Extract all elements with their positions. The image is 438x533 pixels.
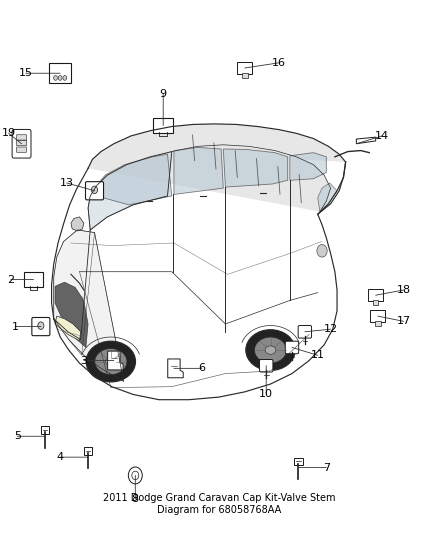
Text: 2011 Dodge Grand Caravan Cap Kit-Valve Stem
Diagram for 68058768AA: 2011 Dodge Grand Caravan Cap Kit-Valve S… (103, 493, 335, 515)
Circle shape (58, 76, 62, 80)
Circle shape (53, 76, 57, 80)
Polygon shape (97, 154, 172, 205)
Circle shape (132, 471, 139, 480)
FancyBboxPatch shape (298, 326, 311, 338)
Circle shape (63, 76, 67, 80)
FancyBboxPatch shape (373, 300, 378, 305)
Text: 1: 1 (12, 321, 18, 332)
Circle shape (317, 245, 327, 257)
Text: 16: 16 (272, 58, 286, 68)
Polygon shape (174, 148, 223, 195)
Text: 4: 4 (57, 452, 64, 462)
FancyBboxPatch shape (41, 426, 49, 434)
FancyBboxPatch shape (294, 458, 303, 465)
Polygon shape (290, 152, 326, 180)
Text: 19: 19 (2, 128, 16, 138)
FancyBboxPatch shape (375, 321, 381, 326)
Ellipse shape (246, 330, 295, 370)
Polygon shape (88, 124, 346, 212)
Text: 6: 6 (198, 364, 205, 373)
FancyBboxPatch shape (32, 318, 50, 336)
Text: 2: 2 (7, 274, 14, 285)
FancyBboxPatch shape (49, 63, 71, 83)
Ellipse shape (95, 349, 127, 375)
Polygon shape (54, 230, 124, 382)
FancyBboxPatch shape (368, 289, 383, 301)
FancyBboxPatch shape (285, 341, 299, 354)
FancyBboxPatch shape (84, 447, 92, 455)
Text: 13: 13 (60, 178, 74, 188)
FancyBboxPatch shape (153, 118, 173, 133)
Polygon shape (357, 137, 376, 144)
Circle shape (38, 322, 44, 329)
Polygon shape (318, 183, 337, 212)
Text: 9: 9 (159, 89, 167, 99)
Ellipse shape (265, 346, 276, 354)
Circle shape (92, 186, 98, 193)
Text: 3: 3 (80, 356, 87, 366)
Polygon shape (55, 282, 88, 348)
FancyBboxPatch shape (260, 359, 273, 372)
Ellipse shape (106, 358, 116, 366)
FancyBboxPatch shape (371, 310, 385, 322)
Text: 10: 10 (259, 390, 273, 399)
FancyBboxPatch shape (17, 135, 27, 140)
FancyBboxPatch shape (12, 130, 31, 158)
Circle shape (128, 467, 142, 484)
FancyBboxPatch shape (85, 182, 103, 200)
Text: 12: 12 (324, 324, 338, 334)
Polygon shape (168, 359, 183, 378)
Ellipse shape (86, 341, 135, 382)
Text: 11: 11 (311, 350, 325, 360)
Polygon shape (108, 351, 123, 370)
Text: 5: 5 (14, 431, 21, 441)
Text: 7: 7 (323, 463, 330, 473)
Text: 8: 8 (132, 494, 139, 504)
Text: 18: 18 (396, 285, 411, 295)
Polygon shape (55, 316, 81, 341)
FancyBboxPatch shape (24, 272, 43, 287)
FancyBboxPatch shape (17, 140, 27, 146)
FancyBboxPatch shape (237, 62, 252, 74)
Polygon shape (223, 149, 288, 187)
Ellipse shape (254, 337, 286, 363)
FancyBboxPatch shape (17, 147, 27, 152)
Text: 15: 15 (19, 68, 33, 78)
Polygon shape (88, 151, 172, 230)
Text: 17: 17 (396, 317, 411, 326)
Polygon shape (71, 217, 84, 231)
FancyBboxPatch shape (242, 72, 247, 78)
Text: 14: 14 (375, 131, 389, 141)
